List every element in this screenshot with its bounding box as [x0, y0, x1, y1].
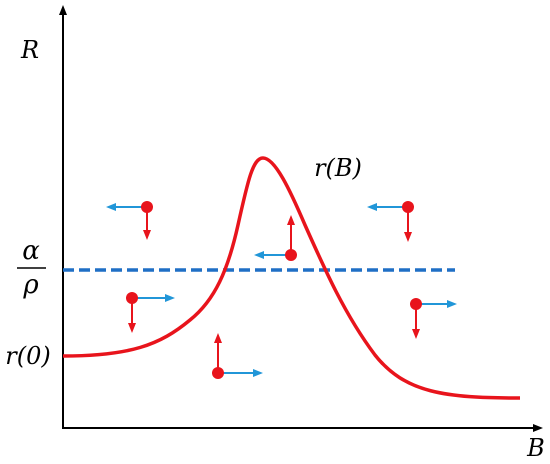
y-axis-label: R: [20, 36, 39, 64]
threshold-numerator: α: [22, 236, 40, 266]
vector-glyph-upper-right: [367, 201, 414, 242]
r-of-b-curve: [62, 156, 521, 400]
baseline-label: r(0): [5, 342, 50, 370]
vector-glyph-lower-right: [410, 298, 457, 339]
vector-glyph-lower-left: [126, 292, 175, 333]
vector-glyph-bottom-center: [212, 333, 263, 379]
vector-glyph-peak: [254, 215, 297, 261]
threshold-denominator: ρ: [22, 270, 39, 300]
x-axis-label: B: [526, 434, 545, 462]
vector-glyph-upper-left: [106, 201, 153, 240]
curve-label: r(B): [314, 154, 362, 182]
